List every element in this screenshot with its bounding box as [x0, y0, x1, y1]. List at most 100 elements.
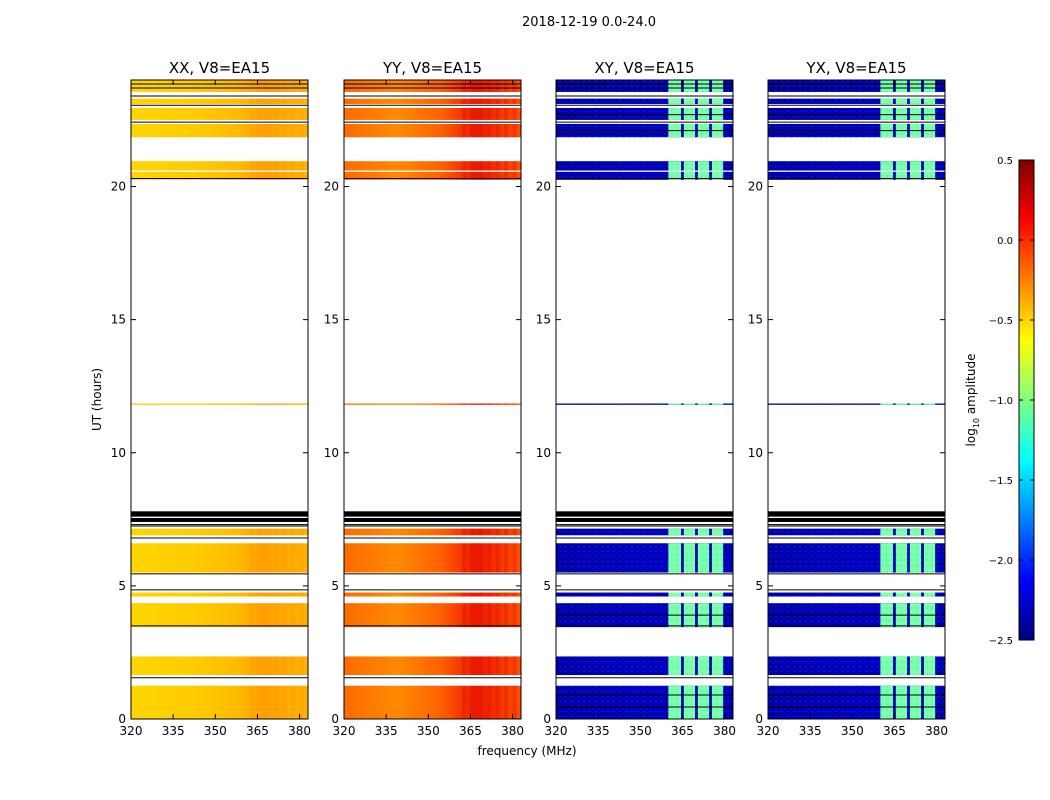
rfi-band-texture [909, 685, 922, 719]
panel-title: YX, V8=EA15 [805, 59, 906, 77]
rfi-band-texture [923, 528, 936, 536]
x-tick-label: 365 [459, 724, 482, 738]
channel-stripe [462, 543, 466, 573]
data-band-texture [556, 107, 733, 120]
rfi-band-texture [895, 656, 908, 676]
data-band [131, 171, 308, 180]
channel-stripe [291, 656, 296, 676]
channel-stripe [462, 685, 466, 719]
y-tick-label: 15 [324, 313, 339, 327]
channel-stripe [299, 656, 304, 676]
data-band [344, 161, 521, 171]
channel-stripe [470, 171, 475, 180]
channel-stripe [470, 403, 475, 405]
channel-stripe [274, 80, 279, 92]
channel-stripe [249, 592, 253, 597]
rfi-band-texture [923, 592, 936, 597]
channel-stripe [495, 107, 500, 120]
x-tick-label: 350 [417, 724, 440, 738]
rfi-band-texture [923, 171, 936, 180]
plot-frame [343, 79, 522, 720]
channel-stripe [462, 107, 466, 120]
y-tick-label: 0 [331, 712, 339, 726]
data-band [131, 80, 308, 92]
rfi-band-texture [668, 592, 682, 597]
channel-stripe [478, 603, 483, 628]
channel-stripe [478, 98, 483, 104]
y-tick-label: 20 [748, 180, 763, 194]
channel-stripe [478, 403, 483, 405]
channel-stripe [462, 656, 466, 676]
rfi-band-texture [697, 543, 710, 573]
channel-stripe [470, 603, 475, 628]
data-band [131, 107, 308, 120]
channel-stripe [504, 656, 509, 676]
rfi-band-texture [697, 592, 710, 597]
x-tick-label: 335 [799, 724, 822, 738]
rfi-band-texture [923, 98, 936, 104]
channel-stripe [299, 592, 304, 597]
rfi-band-texture [895, 107, 908, 120]
colorbar-tick-label: −2.5 [989, 636, 1013, 647]
channel-stripe [265, 603, 270, 628]
flag-band [556, 517, 733, 522]
channel-stripe [291, 403, 296, 405]
data-band [344, 592, 521, 597]
channel-stripe [512, 171, 517, 180]
channel-stripe [504, 592, 509, 597]
channel-stripe [470, 656, 475, 676]
flag-band [768, 517, 945, 522]
channel-stripe [478, 656, 483, 676]
rfi-band-texture [923, 543, 936, 573]
channel-stripe [265, 161, 270, 171]
channel-stripe [265, 123, 270, 138]
channel-stripe [299, 171, 304, 180]
rfi-band-texture [909, 403, 922, 405]
data-band [344, 98, 521, 104]
channel-stripe [265, 171, 270, 180]
channel-stripe [512, 543, 517, 573]
channel-stripe [495, 685, 500, 719]
panel-1: YY, V8=EA15 320 335 350 365 380 0 5 10 15 20 freque… [324, 59, 577, 758]
channel-stripe [504, 98, 509, 104]
x-tick-label: 350 [629, 724, 652, 738]
channel-stripe [495, 80, 500, 92]
channel-stripe [470, 123, 475, 138]
channel-stripe [291, 161, 296, 171]
channel-stripe [299, 161, 304, 171]
channel-stripe [478, 592, 483, 597]
rfi-band-texture [909, 592, 922, 597]
channel-stripe [504, 171, 509, 180]
rfi-band-texture [923, 403, 936, 405]
channel-stripe [299, 107, 304, 120]
rfi-band-texture [668, 656, 682, 676]
y-tick-label: 0 [118, 712, 126, 726]
data-band-texture [556, 592, 733, 597]
data-band-texture [556, 161, 733, 171]
rfi-band-texture [880, 98, 894, 104]
y-tick-label: 10 [111, 446, 126, 460]
channel-stripe [504, 161, 509, 171]
data-band-texture [768, 98, 945, 104]
channel-stripe [282, 98, 287, 104]
channel-stripe [462, 98, 466, 104]
channel-stripe [282, 592, 287, 597]
colorbar-tick-label: 0.5 [997, 156, 1013, 167]
rfi-band-texture [668, 403, 682, 405]
channel-stripe [249, 161, 253, 171]
channel-stripe [487, 403, 492, 405]
channel-stripe [462, 171, 466, 180]
channel-stripe [249, 603, 253, 628]
rfi-band-texture [923, 80, 936, 92]
channel-stripe [504, 403, 509, 405]
panel-3: YX, V8=EA15 320 335 350 365 380 0 5 10 15 20 [748, 59, 948, 738]
channel-stripe [462, 80, 466, 92]
rfi-band-texture [711, 543, 724, 573]
channel-stripe [512, 107, 517, 120]
rfi-band-texture [923, 161, 936, 171]
colorbar-tick-label: −2.0 [989, 556, 1013, 567]
rfi-band-texture [909, 98, 922, 104]
data-band-texture [556, 80, 733, 92]
rfi-band-texture [909, 80, 922, 92]
